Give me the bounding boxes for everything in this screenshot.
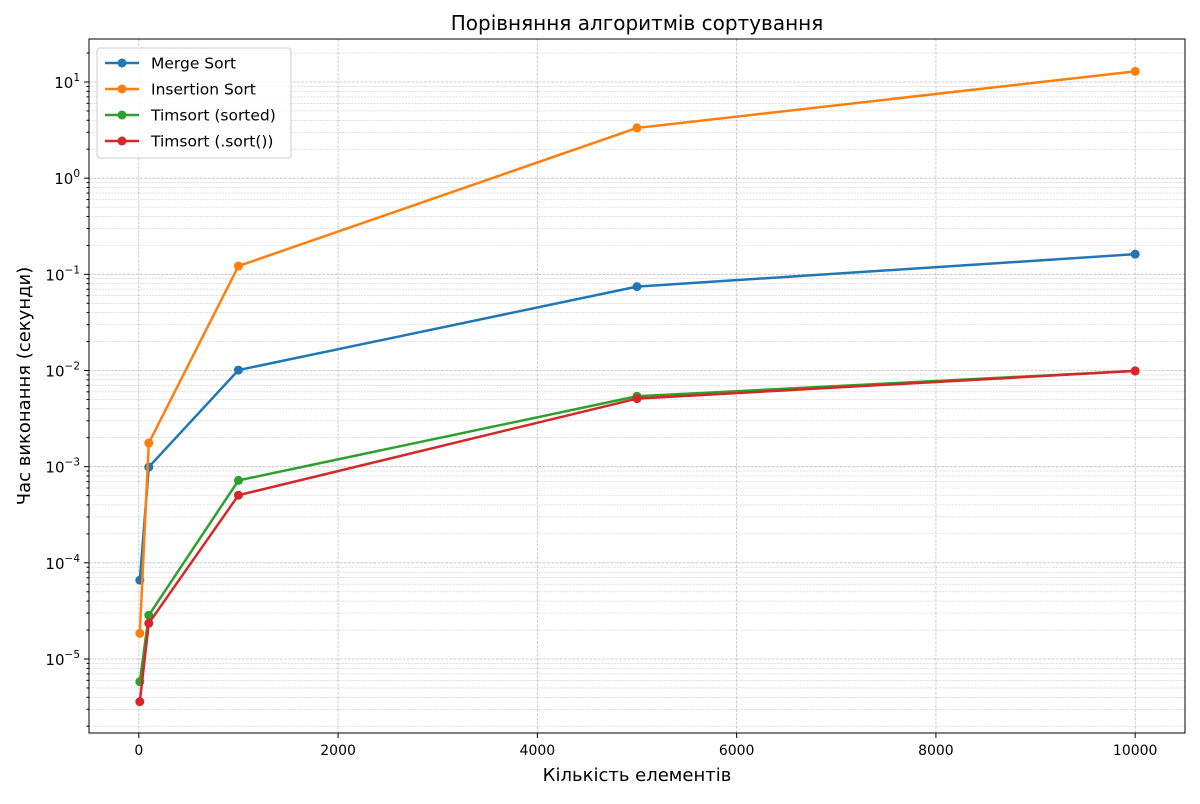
y-tick-label: 100	[54, 168, 80, 188]
data-point	[1130, 366, 1140, 376]
data-point	[233, 490, 243, 500]
grid	[89, 39, 1185, 733]
legend-swatch-marker	[117, 58, 127, 68]
x-axis-ticks: 0 2000 4000 6000 8000 10000	[134, 733, 1157, 759]
data-point	[144, 618, 154, 628]
legend: Merge Sort Insertion Sort Timsort (sorted)…	[96, 47, 292, 159]
data-point	[1130, 249, 1140, 259]
x-tick-label: 4000	[520, 743, 556, 759]
series-insertion-sort	[135, 66, 1140, 638]
legend-label: Timsort (sorted)	[150, 107, 276, 125]
y-tick-label: 10−5	[45, 649, 80, 669]
y-axis-label: Час виконання (секунди)	[14, 267, 35, 506]
legend-swatch-marker	[117, 84, 127, 94]
legend-frame	[96, 47, 292, 159]
data-point	[1130, 66, 1140, 76]
x-tick-label: 8000	[918, 743, 954, 759]
chart-title: Порівняння алгоритмів сортування	[451, 11, 824, 35]
data-point	[632, 282, 642, 292]
y-axis-ticks: 10−5 10−4 10−3 10−2 10−1 100 101	[45, 52, 89, 727]
legend-label: Merge Sort	[151, 55, 236, 73]
legend-label: Timsort (.sort())	[150, 133, 273, 151]
data-point	[144, 610, 154, 620]
data-point	[233, 261, 243, 271]
y-tick-label: 10−4	[45, 553, 80, 573]
data-point	[144, 438, 154, 448]
y-tick-label: 101	[54, 72, 80, 92]
series-lines	[135, 66, 1140, 707]
x-tick-label: 10000	[1113, 743, 1158, 759]
data-point	[632, 123, 642, 133]
legend-label: Insertion Sort	[151, 81, 256, 99]
series-timsort-sort	[135, 366, 1140, 707]
data-point	[632, 394, 642, 404]
x-tick-label: 0	[134, 743, 143, 759]
x-tick-label: 2000	[320, 743, 356, 759]
data-point	[135, 628, 145, 638]
legend-swatch-marker	[117, 110, 127, 120]
data-point	[233, 475, 243, 485]
y-tick-label: 10−1	[45, 264, 80, 284]
data-point	[233, 365, 243, 375]
x-tick-label: 6000	[719, 743, 755, 759]
y-tick-label: 10−3	[45, 457, 80, 477]
plot-frame	[88, 38, 1186, 734]
legend-swatch-marker	[117, 136, 127, 146]
data-point	[135, 697, 145, 707]
x-axis-label: Кількість елементів	[543, 765, 732, 786]
y-tick-label: 10−2	[45, 360, 80, 380]
